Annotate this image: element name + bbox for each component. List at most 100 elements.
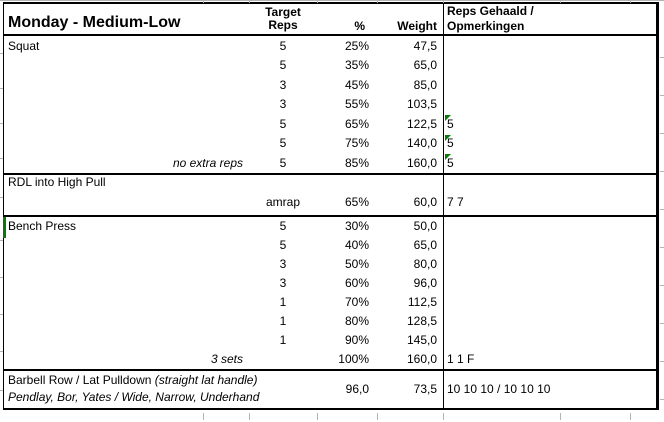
gridline-tick	[560, 413, 561, 420]
cell-percent[interactable]: 100%	[338, 352, 369, 366]
gridline-tick	[630, 413, 631, 420]
cell-weight[interactable]: 65,0	[413, 238, 437, 252]
cell-weight[interactable]: 160,0	[406, 352, 437, 366]
col-header-target: Target	[265, 5, 301, 19]
cell-weight[interactable]: 47,5	[413, 38, 437, 53]
exercise-name-detail: (straight lat handle)	[154, 372, 258, 387]
cell-note[interactable]	[4, 114, 249, 134]
cell-note[interactable]: no extra reps	[4, 153, 249, 173]
exercise-name[interactable]: RDL into High Pull	[4, 174, 656, 189]
cell-note[interactable]	[4, 95, 249, 115]
set-note: 3 sets	[210, 352, 243, 366]
cell-target-reps[interactable]: 3	[279, 276, 287, 290]
cell-result[interactable]	[443, 75, 656, 95]
cell-weight[interactable]: 80,0	[413, 257, 437, 271]
cell-weight[interactable]: 50,0	[413, 219, 437, 233]
cell-result[interactable]: 10 10 10 / 10 10 10	[443, 370, 656, 408]
cell-result[interactable]: 7 7	[443, 188, 656, 215]
cell-note[interactable]	[4, 274, 249, 293]
cell-target-reps[interactable]: 5	[279, 38, 287, 53]
cell-weight[interactable]: 160,0	[406, 155, 437, 170]
cell-weight[interactable]: 65,0	[413, 58, 437, 73]
cell-percent[interactable]: 25%	[344, 38, 369, 53]
cell-target-reps[interactable]: 5	[279, 136, 287, 151]
cell-percent[interactable]: 50%	[344, 257, 369, 271]
cell-note[interactable]: Squat	[4, 36, 249, 56]
cell-note[interactable]: 3 sets	[4, 350, 249, 369]
cell-target-reps[interactable]: amrap	[265, 194, 300, 209]
cell-result[interactable]	[443, 55, 656, 75]
cell-percent[interactable]: 65%	[344, 116, 369, 131]
cell-result[interactable]	[443, 311, 656, 331]
col-header-reps-gehaald-line2: Opmerkingen	[447, 19, 525, 33]
cell-note[interactable]	[4, 312, 249, 331]
cell-note[interactable]	[4, 255, 249, 274]
cell-result[interactable]: 5	[443, 133, 656, 153]
gridline-tick	[0, 351, 3, 352]
cell-note[interactable]	[4, 75, 249, 95]
cell-weight[interactable]: 140,0	[406, 136, 437, 151]
gridline-tick	[377, 413, 378, 420]
cell-target-reps[interactable]	[249, 371, 317, 409]
cell-percent[interactable]: 85%	[344, 155, 369, 170]
cell-result[interactable]	[443, 36, 656, 56]
cell-note[interactable]	[4, 56, 249, 76]
gridline-tick	[660, 133, 664, 134]
table-row: 5 40% 65,0	[4, 235, 656, 255]
cell-percent[interactable]: 55%	[344, 97, 369, 112]
cell-target-reps[interactable]: 3	[279, 257, 287, 271]
cell-target-reps[interactable]: 1	[279, 333, 287, 347]
cell-result[interactable]: 5	[443, 114, 656, 134]
cell-target-reps[interactable]: 3	[279, 97, 287, 112]
cell-weight[interactable]: 112,5	[407, 295, 437, 309]
cell-weight[interactable]: 122,5	[406, 116, 437, 131]
cell-result[interactable]: 1 1 F	[443, 349, 656, 369]
cell-result[interactable]	[443, 273, 656, 293]
cell-percent[interactable]: 35%	[344, 58, 369, 73]
cell-result[interactable]	[443, 254, 656, 274]
cell-weight[interactable]: 128,5	[406, 314, 437, 328]
cell-weight[interactable]: 73,5	[413, 382, 437, 397]
cell-target-reps[interactable]	[249, 350, 317, 369]
cell-note[interactable]	[4, 293, 249, 312]
cell-percent[interactable]: 80%	[344, 314, 369, 328]
cell-percent[interactable]: 90%	[344, 333, 369, 347]
cell-percent[interactable]: 60%	[344, 276, 369, 290]
table-row: 5 65% 122,5 5	[4, 114, 656, 134]
cell-target-reps[interactable]: 3	[279, 77, 287, 92]
section-bench-press: Bench Press 5 30% 50,0 5 40% 65,0 3 50% 80,0 3 60% 9…	[3, 214, 656, 369]
cell-weight[interactable]: 103,5	[406, 97, 437, 112]
cell-target-reps[interactable]: 1	[279, 314, 287, 328]
cell-result[interactable]: 5	[443, 153, 656, 173]
cell-note[interactable]	[4, 331, 249, 350]
cell-note[interactable]	[4, 189, 249, 215]
cell-note[interactable]: Bench Press	[4, 217, 249, 236]
cell-result[interactable]	[443, 330, 656, 350]
cell-target-reps[interactable]: 5	[279, 219, 287, 233]
cell-target-reps[interactable]: 5	[279, 155, 287, 170]
cell-percent[interactable]: 45%	[344, 77, 369, 92]
cell-percent[interactable]: 75%	[344, 136, 369, 151]
cell-percent[interactable]: 30%	[344, 219, 369, 233]
cell-weight[interactable]: 60,0	[413, 194, 437, 209]
cell-result[interactable]	[443, 94, 656, 114]
cell-note[interactable]	[4, 236, 249, 255]
gridline-tick	[249, 0, 250, 3]
cell-weight[interactable]: 96,0	[413, 276, 437, 290]
cell-result[interactable]	[443, 235, 656, 255]
cell-result[interactable]	[443, 216, 656, 236]
cell-weight[interactable]: 145,0	[406, 333, 437, 347]
cell-percent[interactable]: 40%	[344, 238, 369, 252]
cell-target-reps[interactable]: 5	[279, 238, 287, 252]
cell-target-reps[interactable]: 1	[279, 295, 287, 309]
cell-result[interactable]	[443, 292, 656, 312]
cell-weight[interactable]: 85,0	[413, 77, 437, 92]
col-header-reps-gehaald: Reps Gehaald / Opmerkingen	[443, 4, 656, 34]
cell-target-reps[interactable]: 5	[279, 116, 287, 131]
cell-target-reps[interactable]: 5	[279, 58, 287, 73]
cell-percent[interactable]: 70%	[344, 295, 369, 309]
cell-percent[interactable]: 65%	[344, 194, 369, 209]
cell-percent[interactable]: 96,0	[345, 382, 369, 397]
cell-note[interactable]	[4, 134, 249, 154]
cell-note[interactable]: Barbell Row / Lat Pulldown (straight lat…	[4, 371, 259, 409]
